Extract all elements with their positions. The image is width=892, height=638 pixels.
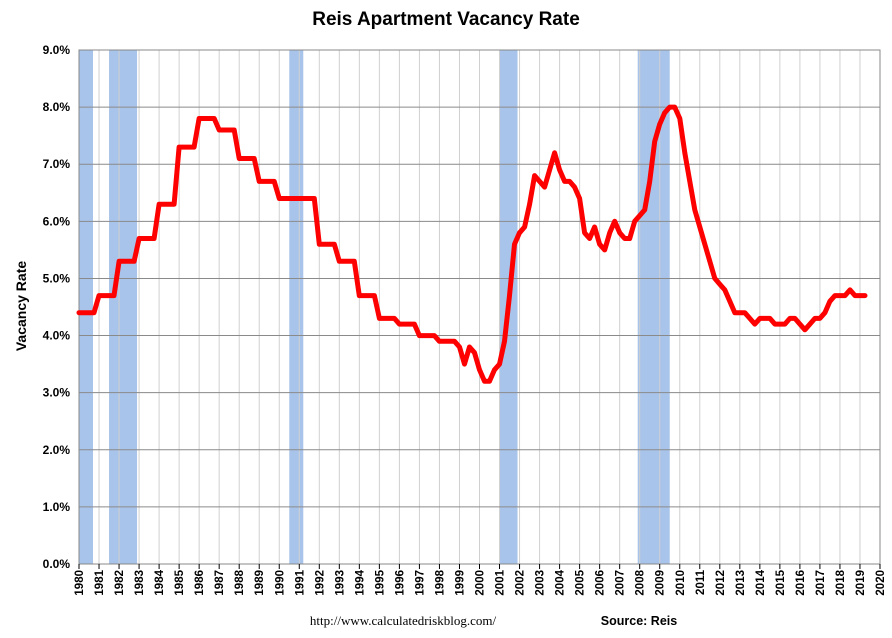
series-line-vacancy-rate — [76, 104, 868, 384]
y-tick-label: 8.0% — [43, 100, 71, 114]
y-tick-label: 0.0% — [43, 557, 71, 571]
x-tick-label: 1995 — [374, 569, 386, 595]
x-tick-label: 2020 — [875, 570, 887, 596]
x-tick-label: 1988 — [234, 569, 246, 595]
x-tick-label: 2008 — [635, 569, 647, 595]
x-tick-label: 1997 — [414, 570, 426, 596]
x-tick-label: 1989 — [254, 570, 266, 596]
y-tick-label: 3.0% — [43, 386, 71, 400]
recession-band — [289, 50, 304, 564]
x-tick-label: 1991 — [294, 569, 306, 595]
chart-title: Reis Apartment Vacancy Rate — [312, 9, 580, 30]
x-tick-label: 2015 — [775, 569, 787, 595]
x-tick-label: 1999 — [454, 570, 466, 596]
footer-url: http://www.calculatedriskblog.com/ — [310, 613, 497, 628]
recession-band — [109, 50, 138, 564]
x-tick-label: 1985 — [174, 569, 186, 595]
x-tick-label: 1996 — [394, 570, 406, 596]
x-tick-label: 2003 — [535, 570, 547, 596]
x-tick-label: 1998 — [434, 569, 446, 595]
x-tick-label: 2009 — [655, 570, 667, 596]
x-tick-label: 1986 — [194, 570, 206, 596]
x-tick-label: 2019 — [855, 570, 867, 596]
x-tick-label: 2007 — [615, 570, 627, 596]
x-tick-label: 1982 — [114, 570, 126, 596]
footer-source: Source: Reis — [601, 614, 677, 628]
recession-band — [637, 50, 670, 564]
y-axis-ticks: 0.0% 1.0% 2.0% 3.0% 4.0% 5.0% 6.0% 7.0% 8.0% 9.0% — [43, 43, 71, 571]
x-tick-label: 2000 — [475, 570, 487, 596]
x-tick-label: 2012 — [715, 570, 727, 596]
x-tick-label: 1984 — [154, 569, 166, 595]
x-tick-label: 1987 — [214, 570, 226, 596]
x-tick-label: 2014 — [755, 569, 767, 595]
x-tick-label: 2016 — [795, 570, 807, 596]
x-axis-ticks: 1980 1981 1982 1983 1984 1985 1986 1987 1988 1989… — [74, 564, 887, 596]
x-tick-label: 2001 — [495, 569, 507, 595]
x-tick-label: 1993 — [334, 570, 346, 596]
x-tick-label: 2013 — [735, 570, 747, 596]
y-tick-label: 2.0% — [43, 443, 71, 457]
y-axis-label: Vacancy Rate — [13, 261, 29, 351]
recession-bands — [79, 50, 670, 564]
x-tick-label: 2018 — [835, 569, 847, 595]
y-tick-label: 5.0% — [43, 271, 71, 285]
series-layer — [76, 104, 868, 384]
x-tick-label: 1981 — [94, 569, 106, 595]
y-tick-label: 4.0% — [43, 329, 71, 343]
x-tick-label: 2002 — [515, 570, 527, 596]
recession-band — [79, 50, 94, 564]
x-tick-label: 1990 — [274, 570, 286, 596]
x-tick-label: 1980 — [74, 570, 86, 596]
x-tick-label: 1983 — [134, 570, 146, 596]
y-tick-label: 6.0% — [43, 214, 71, 228]
x-tick-label: 1994 — [354, 569, 366, 595]
x-tick-label: 2010 — [675, 570, 687, 596]
x-tick-label: 2011 — [695, 569, 707, 595]
x-tick-label: 2017 — [815, 570, 827, 596]
x-tick-label: 2006 — [595, 570, 607, 596]
y-tick-label: 9.0% — [43, 43, 71, 57]
x-tick-label: 2005 — [575, 569, 587, 595]
x-tick-label: 2004 — [555, 569, 567, 595]
y-tick-label: 7.0% — [43, 157, 71, 171]
x-tick-label: 1992 — [314, 570, 326, 596]
y-tick-label: 1.0% — [43, 500, 71, 514]
